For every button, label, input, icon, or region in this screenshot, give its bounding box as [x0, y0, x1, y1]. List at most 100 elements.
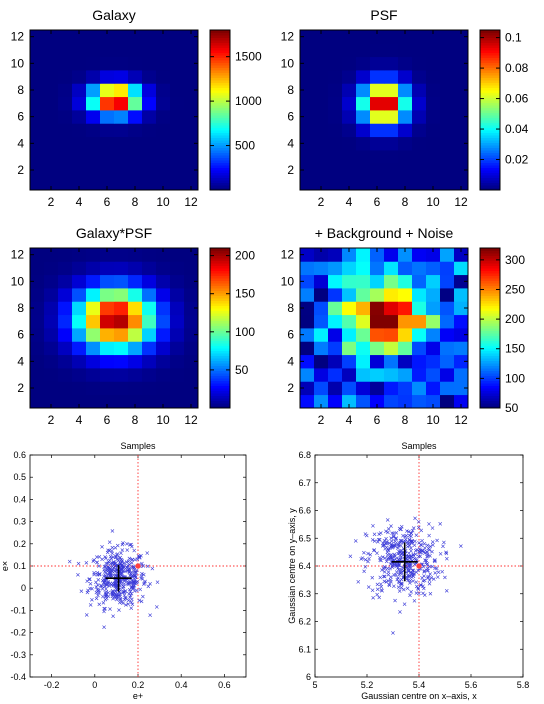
- heatmap-cell: [100, 150, 115, 164]
- heatmap-cell: [58, 248, 73, 262]
- heatmap-cell: [128, 288, 143, 302]
- sample-point: [422, 586, 426, 591]
- heatmap-cell: [58, 30, 73, 44]
- heatmap-cell: [328, 354, 343, 369]
- heatmap-cell: [86, 56, 101, 71]
- heatmap-cell: [384, 150, 399, 164]
- heatmap-cell: [300, 288, 315, 302]
- heatmap-cell: [356, 328, 371, 342]
- sample-point: [92, 571, 97, 575]
- heatmap-cell: [398, 248, 413, 262]
- heatmap-cell: [30, 43, 45, 58]
- heatmap-cell: [426, 261, 441, 276]
- heatmap-cell: [30, 261, 45, 276]
- heatmap-cell: [370, 341, 385, 356]
- heatmap-cell: [30, 381, 45, 396]
- heatmap-cell: [342, 30, 357, 44]
- heatmap-cell: [440, 96, 455, 111]
- heatmap-cell: [412, 123, 427, 138]
- heatmap-cell: [44, 163, 59, 178]
- heatmap-cell: [398, 70, 413, 84]
- colorbar-segment: [210, 170, 230, 173]
- heatmap-cell: [356, 368, 371, 382]
- heatmap-cell: [86, 110, 101, 124]
- colorbar-segment: [210, 90, 230, 93]
- colorbar-segment: [210, 107, 230, 111]
- colorbar-segment: [480, 172, 500, 176]
- x-tick-label: 8: [402, 195, 409, 209]
- colorbar-segment: [210, 185, 230, 188]
- heatmap-cell: [328, 70, 343, 84]
- x-tick-label: 5.2: [361, 680, 374, 690]
- sample-point: [410, 575, 414, 580]
- colorbar-segment: [480, 60, 500, 63]
- heatmap-cell: [142, 56, 157, 71]
- heatmap-cell: [100, 354, 115, 369]
- y-tick-label: 0: [21, 583, 26, 593]
- colorbar-segment: [210, 177, 230, 181]
- heatmap-cell: [86, 301, 101, 316]
- sample-point: [95, 560, 99, 565]
- heatmap-cell: [86, 136, 101, 151]
- heatmap-cell: [86, 354, 101, 369]
- sample-point: [103, 590, 108, 595]
- heatmap-cell: [184, 123, 199, 138]
- sample-point: [430, 549, 434, 554]
- colorbar-segment: [480, 160, 500, 163]
- sample-point: [122, 565, 126, 569]
- y-tick-label: 6.5: [298, 533, 311, 543]
- heatmap-cell: [398, 30, 413, 44]
- heatmap-cell: [398, 110, 413, 124]
- y-tick-label: 2: [17, 163, 24, 177]
- heatmap-cell: [426, 354, 441, 369]
- heatmap-cell: [30, 394, 45, 409]
- sample-point: [140, 561, 144, 566]
- heatmap-cell: [356, 30, 371, 44]
- colorbar-frame: [209, 29, 231, 191]
- heatmap-cell: [300, 394, 315, 409]
- heatmap-cell: [142, 96, 157, 111]
- heatmap-cell: [454, 136, 469, 151]
- sample-point: [425, 550, 429, 554]
- sample-point: [367, 556, 371, 561]
- sample-point: [386, 555, 391, 560]
- heatmap-cell: [184, 30, 199, 44]
- sample-point: [414, 533, 419, 538]
- colorbar-segment: [480, 137, 500, 141]
- sample-point: [118, 596, 123, 601]
- sample-point: [434, 566, 439, 571]
- y-tick-label: 8: [287, 83, 294, 97]
- sample-point: [426, 554, 430, 558]
- heatmap-cell: [314, 70, 329, 84]
- heatmap-cell: [128, 274, 143, 289]
- heatmap-cell: [370, 83, 385, 98]
- sample-point: [377, 532, 381, 537]
- heatmap-cell: [426, 288, 441, 302]
- colorbar-segment: [210, 353, 230, 356]
- y-tick-label: 6: [306, 672, 311, 682]
- colorbar-segment: [480, 383, 500, 386]
- colorbar-segment: [480, 283, 500, 286]
- heatmap-cell: [156, 150, 171, 164]
- heatmap-cell: [370, 163, 385, 178]
- heatmap-cell: [184, 328, 199, 342]
- heatmap-cell: [184, 43, 199, 58]
- heatmap-cell: [426, 150, 441, 164]
- heatmap-cell: [412, 56, 427, 71]
- colorbar-segment: [480, 150, 500, 153]
- heatmap-cell: [384, 43, 399, 58]
- heatmap-cell: [412, 394, 427, 409]
- sample-point: [102, 584, 107, 589]
- heatmap-cell: [100, 43, 115, 58]
- colorbar-segment: [480, 288, 500, 291]
- sample-point: [386, 578, 390, 583]
- sample-point: [414, 580, 419, 585]
- heatmap-cell: [184, 248, 199, 262]
- colorbar-tick-label: 250: [505, 282, 525, 296]
- heatmap-cell: [384, 381, 399, 396]
- colorbar-segment: [210, 150, 230, 153]
- heatmap-cell: [440, 261, 455, 276]
- heatmap-cell: [86, 83, 101, 98]
- colorbar-tick-label: 150: [235, 287, 255, 301]
- sample-point: [395, 556, 399, 560]
